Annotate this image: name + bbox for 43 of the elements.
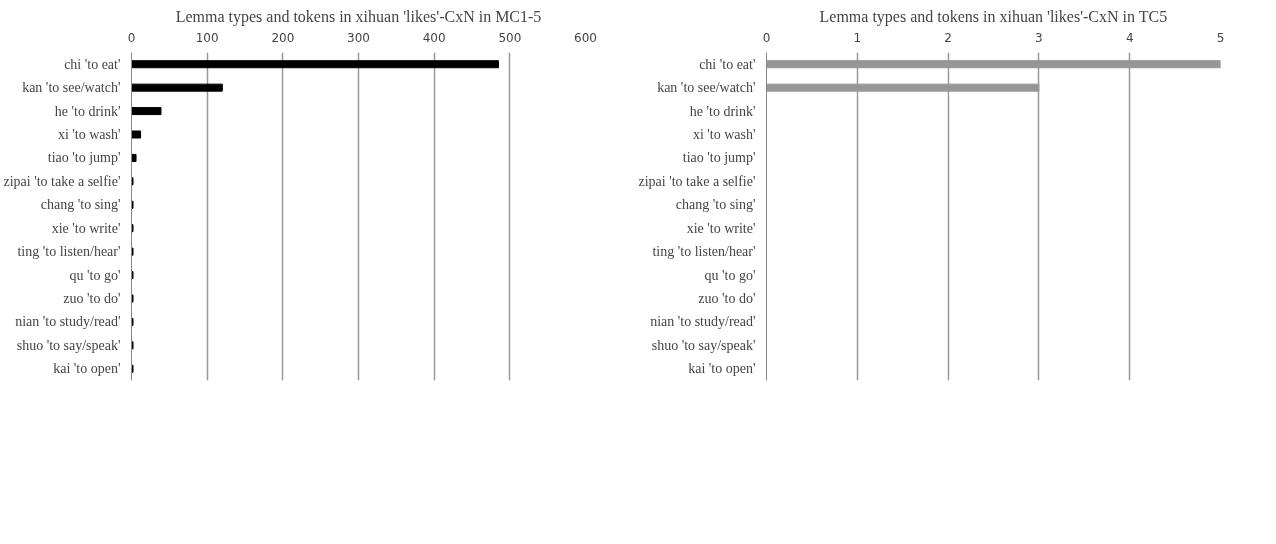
y-tick-label: zipai 'to take a selfie' [3,173,121,189]
y-tick-label: shuo 'to say/speak' [651,337,756,353]
y-tick-label: qu 'to go' [69,267,121,283]
y-tick-label: zipai 'to take a selfie' [638,173,756,189]
x-tick-label: 100 [195,30,219,45]
y-tick-label: qu 'to go' [704,267,756,283]
x-tick-label: 4 [1125,30,1134,45]
y-tick-label: tiao 'to jump' [47,150,121,166]
y-tick-label: xie 'to write' [686,220,756,236]
y-tick-label: xie 'to write' [51,220,121,236]
x-tick-label: 5 [1216,30,1225,45]
x-tick-label: 200 [271,30,295,45]
y-tick-label: xi 'to wash' [57,127,121,142]
y-tick-label: chi 'to eat' [699,56,756,72]
y-tick-label: xi 'to wash' [692,127,756,142]
y-tick-label: zuo 'to do' [698,291,756,306]
y-tick-label: kai 'to open' [53,361,121,377]
x-tick-label: 0 [762,30,771,45]
y-tick-label: he 'to drink' [54,103,121,119]
x-tick-label: 500 [498,30,522,45]
x-tick-label: 600 [574,30,597,45]
y-tick-label: kan 'to see/watch' [22,80,121,96]
y-tick-label: chang 'to sing' [675,197,756,213]
y-tick-label: shuo 'to say/speak' [16,337,121,353]
x-tick-label: 300 [347,30,370,45]
chart-title: Lemma types and tokens in xihuan 'likes'-CxN in TC5 [819,7,1168,26]
x-tick-label: 400 [422,30,446,45]
y-tick-label: zuo 'to do' [63,291,121,306]
y-tick-label: nian 'to study/read' [15,314,121,330]
y-tick-label: kan 'to see/watch' [657,80,756,96]
y-tick-label: he 'to drink' [689,103,756,119]
y-tick-label: ting 'to listen/hear' [652,244,756,260]
chart-title: Lemma types and tokens in xihuan 'likes'-CxN in MC1-5 [175,7,542,26]
x-tick-label: 1 [853,30,862,45]
y-tick-label: tiao 'to jump' [682,150,756,166]
x-tick-label: 3 [1035,30,1043,45]
y-tick-label: chang 'to sing' [40,197,121,213]
x-tick-label: 0 [127,30,136,45]
y-tick-label: chi 'to eat' [64,56,121,72]
x-tick-label: 2 [944,30,952,45]
y-tick-label: kai 'to open' [688,361,756,377]
y-tick-label: nian 'to study/read' [650,314,756,330]
y-tick-label: ting 'to listen/hear' [17,244,121,260]
